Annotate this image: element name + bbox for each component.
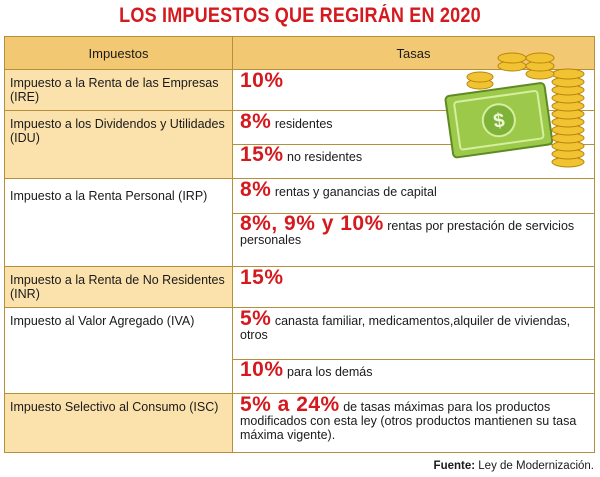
rate-isc: 5% a 24% de tasas máximas para los produ…	[240, 393, 577, 442]
page-title: LOS IMPUESTOS QUE REGIRÁN EN 2020	[119, 4, 481, 27]
divider	[5, 266, 594, 267]
rate-inr: 15%	[240, 266, 284, 289]
divider	[233, 213, 594, 214]
tax-name-idu: Impuesto a los Dividendos y Utilidades (…	[5, 111, 232, 178]
tax-name-ire: Impuesto a la Renta de las Empresas (IRE…	[5, 70, 232, 110]
divider	[5, 307, 594, 308]
rate-iva-canasta: 5% canasta familiar, medicamentos,alquil…	[240, 307, 571, 342]
divider	[5, 393, 594, 394]
rate-iva-demas: 10% para los demás	[240, 358, 373, 381]
header-impuestos: Impuestos	[5, 37, 232, 69]
money-illustration-icon: $	[444, 52, 585, 168]
rate-idu-no-residentes: 15% no residentes	[240, 143, 363, 166]
tax-name-iva: Impuesto al Valor Agregado (IVA)	[10, 314, 195, 328]
tax-table: Impuestos Tasas Impuesto a la Renta de l…	[4, 36, 595, 453]
tax-name-inr: Impuesto a la Renta de No Residentes (IN…	[5, 267, 232, 307]
rate-ire: 10%	[240, 69, 284, 92]
tax-name-irp: Impuesto a la Renta Personal (IRP)	[10, 189, 208, 203]
divider	[233, 359, 594, 360]
rate-irp-capital: 8% rentas y ganancias de capital	[240, 178, 437, 201]
source-note: Fuente: Ley de Modernización.	[433, 460, 594, 472]
svg-text:$: $	[492, 110, 506, 133]
divider	[5, 178, 594, 179]
divider	[5, 110, 594, 111]
rate-idu-residentes: 8% residentes	[240, 110, 333, 133]
column-divider	[232, 37, 233, 452]
divider	[5, 69, 594, 70]
divider	[233, 144, 594, 145]
rate-irp-servicios: 8%, 9% y 10% rentas por prestación de se…	[240, 212, 575, 247]
tax-name-isc: Impuesto Selectivo al Consumo (ISC)	[5, 394, 232, 452]
